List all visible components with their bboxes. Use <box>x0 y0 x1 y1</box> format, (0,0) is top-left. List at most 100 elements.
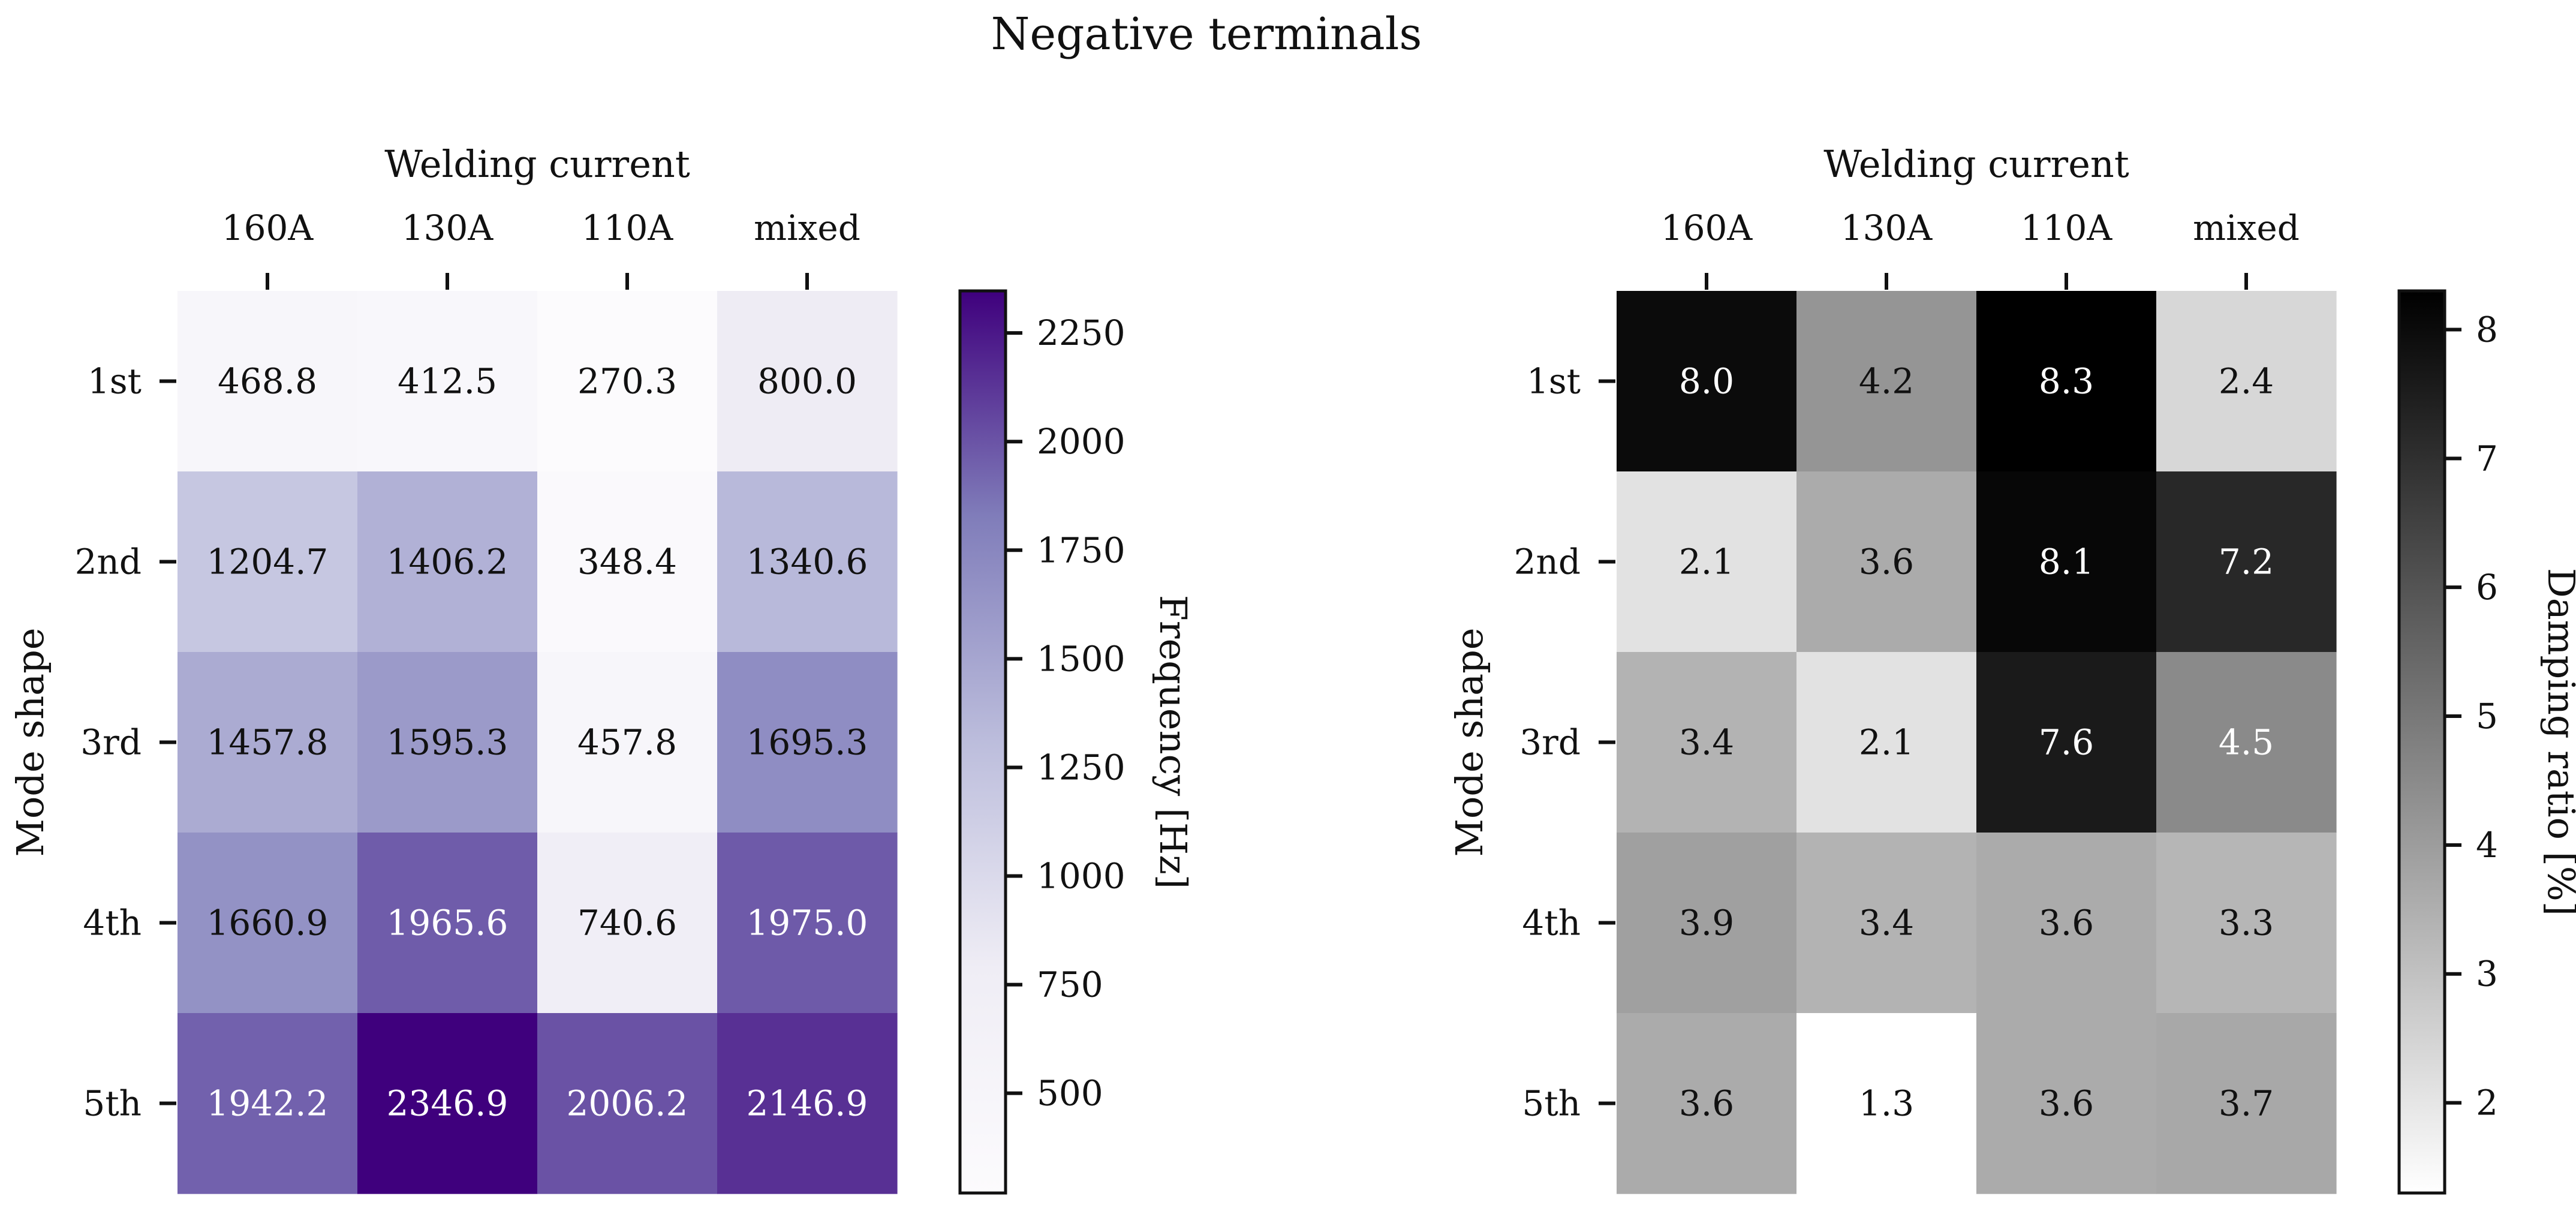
heatmap-cell <box>357 291 538 472</box>
heatmap-cell <box>1796 833 1977 1014</box>
colorbar <box>958 289 1007 1195</box>
cell-value-label: 8.1 <box>2039 542 2094 582</box>
figure-title: Negative terminals <box>991 8 1422 60</box>
colorbar-tick-label: 1750 <box>1037 530 1126 570</box>
y-axis-label: Mode shape <box>1448 628 1491 857</box>
heatmap-cell <box>1617 1013 1797 1194</box>
cell-value-label: 1457.8 <box>207 722 329 763</box>
colorbar <box>2397 289 2446 1195</box>
cell-value-label: 1595.3 <box>387 722 508 763</box>
x-tick-label: 110A <box>2021 208 2113 248</box>
cell-value-label: 7.2 <box>2219 542 2274 582</box>
cell-value-label: 2146.9 <box>747 1083 868 1124</box>
cell-value-label: 412.5 <box>398 361 497 402</box>
colorbar-tick-label: 2 <box>2476 1083 2498 1123</box>
cell-value-label: 740.6 <box>577 903 677 943</box>
cell-value-label: 2.4 <box>2219 361 2274 402</box>
cell-value-label: 3.6 <box>2039 903 2094 943</box>
y-tick-label: 5th <box>1522 1083 1581 1124</box>
cell-value-label: 4.5 <box>2219 722 2274 763</box>
colorbar-tick-label: 4 <box>2476 825 2498 866</box>
heatmap-cell <box>357 652 538 833</box>
cell-value-label: 1.3 <box>1859 1083 1914 1124</box>
cell-value-label: 457.8 <box>577 722 677 763</box>
y-tick-label: 3rd <box>1519 722 1581 763</box>
cell-value-label: 3.6 <box>1679 1083 1734 1124</box>
heatmap-cell <box>1976 471 2157 653</box>
y-tick-label: 5th <box>83 1083 142 1124</box>
heatmap-cell <box>537 291 718 472</box>
heatmap-frequency: 468.8 412.5 270.3 800.0 1204.7 1406.2 348.4 134… <box>8 142 1195 1195</box>
heatmap-cell <box>177 652 358 833</box>
colorbar-tick-label: 7 <box>2476 438 2498 479</box>
y-axis-label: Mode shape <box>8 628 52 857</box>
cell-value-label: 3.9 <box>1679 903 1734 943</box>
colorbar-tick-label: 500 <box>1037 1073 1103 1114</box>
heatmap-cell <box>177 291 358 472</box>
x-tick-label: mixed <box>2193 208 2300 248</box>
x-tick-label: 160A <box>1661 208 1753 248</box>
cell-value-label: 3.4 <box>1679 722 1734 763</box>
colorbar-tick-label: 8 <box>2476 309 2498 350</box>
heatmap-cell <box>2156 652 2337 833</box>
colorbar-tick-label: 750 <box>1037 964 1103 1005</box>
colorbar-tick-label: 2000 <box>1037 421 1126 462</box>
cell-value-label: 2006.2 <box>567 1083 688 1124</box>
y-tick-label: 4th <box>83 903 142 943</box>
cell-value-label: 2346.9 <box>387 1083 508 1124</box>
x-tick-label: 160A <box>222 208 314 248</box>
cell-value-label: 3.6 <box>2039 1083 2094 1124</box>
heatmap-cell <box>1976 652 2157 833</box>
heatmap-cell <box>537 833 718 1014</box>
heatmap-cell <box>2156 1013 2337 1194</box>
cell-value-label: 1975.0 <box>747 903 868 943</box>
x-tick-label: 130A <box>1841 208 1933 248</box>
heatmap-cell <box>357 833 538 1014</box>
heatmap-cell <box>717 652 898 833</box>
heatmap-cell <box>1796 471 1977 653</box>
y-tick-label: 1st <box>88 361 142 402</box>
colorbar-tick-label: 5 <box>2476 696 2498 737</box>
heatmap-cell <box>537 652 718 833</box>
y-tick-label: 1st <box>1527 361 1581 402</box>
cell-value-label: 2.1 <box>1679 542 1734 582</box>
cell-value-label: 1340.6 <box>747 542 868 582</box>
y-tick-label: 4th <box>1522 903 1581 943</box>
cell-value-label: 3.3 <box>2219 903 2274 943</box>
cell-value-label: 1406.2 <box>387 542 508 582</box>
cell-value-label: 1204.7 <box>207 542 329 582</box>
heatmap-cell <box>717 471 898 653</box>
heatmap-cell <box>717 1013 898 1194</box>
heatmap-cell <box>537 1013 718 1194</box>
heatmap-cell <box>1796 1013 1977 1194</box>
cell-value-label: 3.6 <box>1859 542 1914 582</box>
cell-value-label: 1695.3 <box>747 722 868 763</box>
heatmap-cell <box>177 1013 358 1194</box>
heatmap-cell <box>357 471 538 653</box>
cell-value-label: 8.3 <box>2039 361 2094 402</box>
cell-value-label: 270.3 <box>577 361 677 402</box>
heatmap-cell <box>1796 652 1977 833</box>
colorbar-label: Damping ratio [%] <box>2539 568 2576 916</box>
y-tick-label: 2nd <box>1514 542 1581 582</box>
heatmap-cell <box>717 291 898 472</box>
heatmap-cell <box>1976 833 2157 1014</box>
cell-value-label: 1965.6 <box>387 903 508 943</box>
cell-value-label: 7.6 <box>2039 722 2094 763</box>
x-axis-label: Welding current <box>1823 142 2129 186</box>
colorbar-tick-label: 1250 <box>1037 747 1126 788</box>
cell-value-label: 348.4 <box>577 542 677 582</box>
cell-value-label: 4.2 <box>1859 361 1914 402</box>
heatmap-cell <box>177 833 358 1014</box>
cell-value-label: 2.1 <box>1859 722 1914 763</box>
colorbar-tick-label: 1000 <box>1037 856 1126 897</box>
heatmap-cell <box>1617 652 1797 833</box>
heatmap-damping: 8.0 4.2 8.3 2.4 2.1 3.6 8.1 7.2 3.4 2.1 7.6 4.5 3.9 3… <box>1448 142 2576 1195</box>
colorbar-tick-label: 2250 <box>1037 312 1126 353</box>
heatmap-cell <box>1976 291 2157 472</box>
y-tick-label: 3rd <box>80 722 142 763</box>
heatmap-cell <box>2156 833 2337 1014</box>
heatmap-cell <box>357 1013 538 1194</box>
heatmap-cell <box>2156 471 2337 653</box>
